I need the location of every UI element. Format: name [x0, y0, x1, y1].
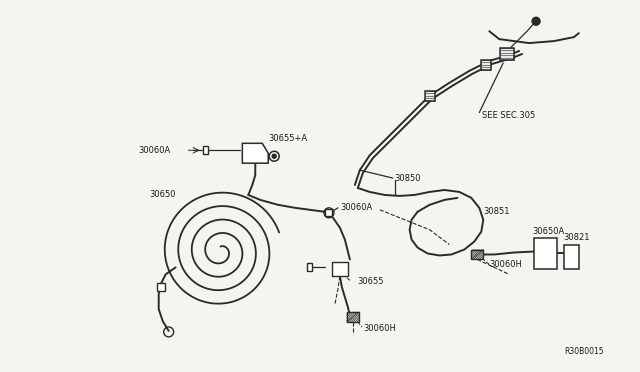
- Text: 30060A: 30060A: [138, 146, 171, 155]
- Circle shape: [532, 17, 540, 25]
- Polygon shape: [564, 244, 579, 269]
- Text: 30655: 30655: [357, 277, 383, 286]
- Bar: [157, 283, 164, 291]
- Polygon shape: [534, 238, 557, 269]
- Bar: [332, 262, 348, 276]
- Text: 30060H: 30060H: [363, 324, 396, 333]
- Bar: [424, 91, 435, 101]
- Text: 30060H: 30060H: [489, 260, 522, 269]
- Bar: [347, 312, 359, 322]
- Bar: [326, 209, 332, 216]
- Bar: [500, 48, 514, 60]
- Polygon shape: [202, 146, 209, 154]
- Bar: [471, 250, 483, 259]
- Text: 30850: 30850: [395, 174, 421, 183]
- Polygon shape: [243, 143, 268, 163]
- Circle shape: [272, 154, 276, 158]
- Polygon shape: [307, 263, 312, 271]
- Text: 30060A: 30060A: [340, 203, 372, 212]
- Text: 30821: 30821: [563, 233, 589, 242]
- Text: 30655+A: 30655+A: [268, 134, 307, 143]
- Text: 30650: 30650: [149, 190, 175, 199]
- Bar: [481, 60, 492, 70]
- Text: SEE SEC.305: SEE SEC.305: [483, 111, 536, 120]
- Text: 30650A: 30650A: [532, 227, 564, 236]
- Text: R30B0015: R30B0015: [564, 347, 604, 356]
- Text: 30851: 30851: [483, 207, 510, 216]
